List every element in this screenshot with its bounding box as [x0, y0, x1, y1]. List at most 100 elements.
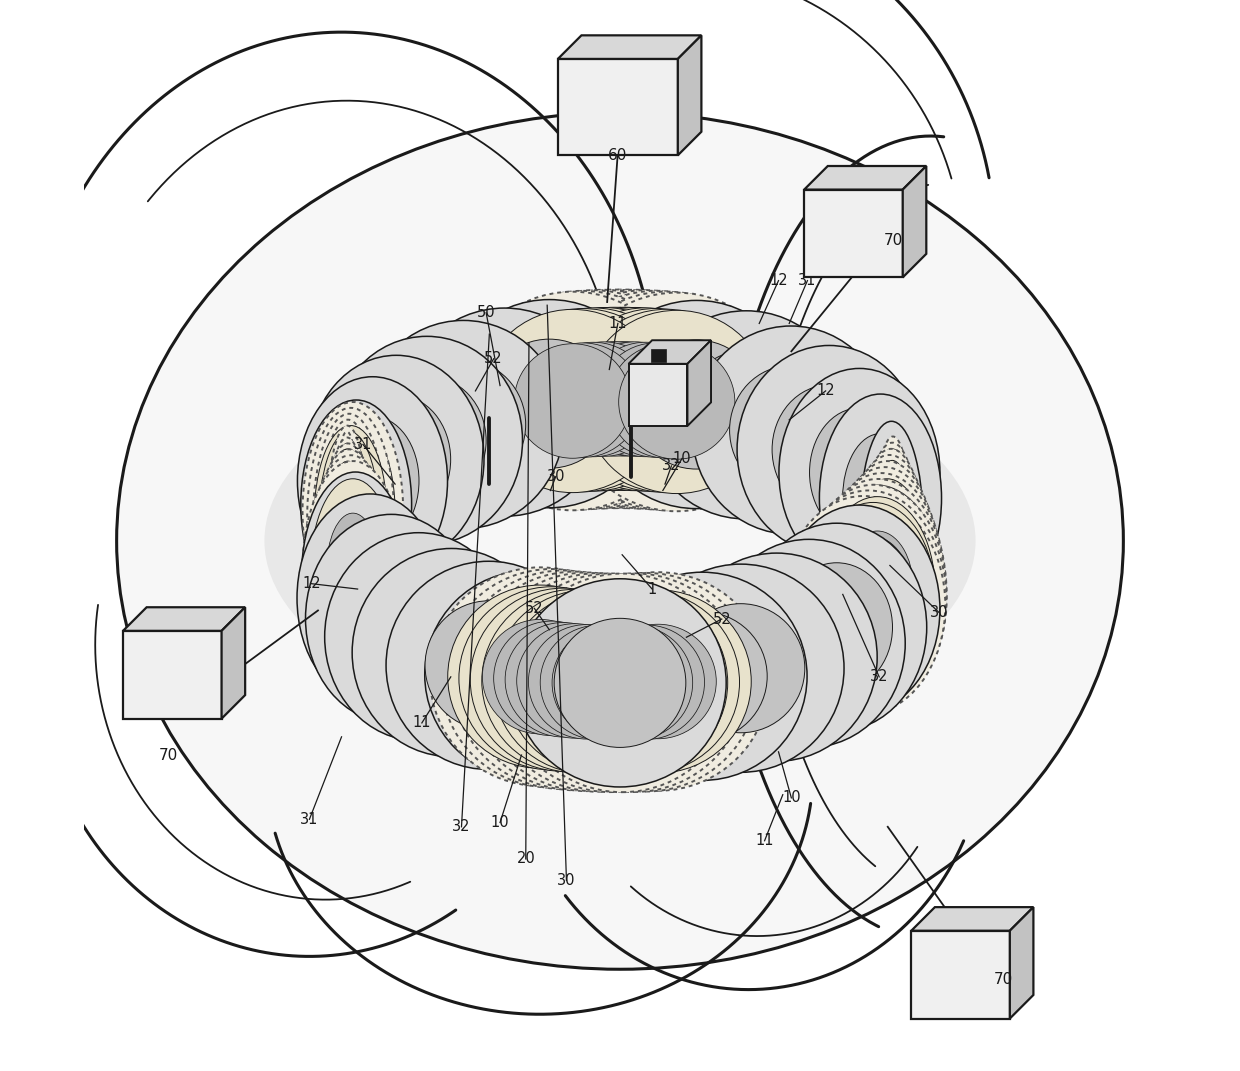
Text: 12: 12: [303, 576, 321, 591]
Polygon shape: [222, 607, 246, 719]
Ellipse shape: [573, 310, 760, 493]
Ellipse shape: [332, 496, 363, 610]
Ellipse shape: [511, 574, 734, 793]
Ellipse shape: [577, 342, 693, 456]
Ellipse shape: [319, 443, 377, 662]
Ellipse shape: [600, 624, 717, 739]
Ellipse shape: [500, 307, 687, 492]
Ellipse shape: [564, 590, 751, 773]
Polygon shape: [629, 341, 711, 364]
Ellipse shape: [448, 585, 632, 768]
Ellipse shape: [401, 308, 608, 516]
Ellipse shape: [843, 434, 919, 562]
Ellipse shape: [322, 512, 389, 640]
Ellipse shape: [800, 485, 946, 704]
Ellipse shape: [464, 572, 686, 790]
Ellipse shape: [864, 449, 920, 658]
Ellipse shape: [303, 402, 403, 620]
Ellipse shape: [326, 513, 379, 628]
Ellipse shape: [117, 112, 1123, 969]
Ellipse shape: [327, 459, 373, 574]
Ellipse shape: [308, 455, 394, 674]
Ellipse shape: [578, 335, 709, 464]
Ellipse shape: [471, 291, 694, 510]
Text: 30: 30: [557, 873, 575, 888]
Ellipse shape: [492, 290, 715, 509]
Text: 20: 20: [516, 851, 536, 866]
Ellipse shape: [523, 290, 746, 509]
Ellipse shape: [567, 342, 683, 456]
Ellipse shape: [609, 344, 724, 458]
Ellipse shape: [319, 467, 379, 650]
Ellipse shape: [517, 591, 704, 774]
Text: 31: 31: [799, 273, 817, 288]
Ellipse shape: [461, 291, 683, 510]
Polygon shape: [911, 907, 1033, 931]
Ellipse shape: [322, 439, 391, 569]
Text: 31: 31: [300, 812, 319, 827]
Ellipse shape: [773, 386, 887, 514]
Ellipse shape: [821, 548, 906, 663]
Text: 70: 70: [993, 972, 1013, 987]
Ellipse shape: [301, 472, 409, 680]
Ellipse shape: [541, 591, 728, 774]
Polygon shape: [651, 349, 666, 362]
Ellipse shape: [327, 508, 373, 622]
Ellipse shape: [301, 399, 412, 608]
Ellipse shape: [791, 491, 946, 709]
Polygon shape: [558, 59, 678, 155]
Ellipse shape: [837, 462, 937, 680]
Text: 11: 11: [755, 833, 774, 848]
Ellipse shape: [873, 501, 910, 616]
Ellipse shape: [386, 561, 591, 769]
Text: 50: 50: [477, 305, 496, 320]
Ellipse shape: [444, 300, 655, 508]
Ellipse shape: [842, 531, 914, 646]
Ellipse shape: [361, 572, 477, 702]
Ellipse shape: [565, 292, 787, 511]
Ellipse shape: [553, 590, 739, 774]
Ellipse shape: [330, 443, 365, 627]
Ellipse shape: [507, 616, 639, 745]
Ellipse shape: [810, 545, 909, 674]
Ellipse shape: [505, 622, 621, 737]
Ellipse shape: [502, 289, 725, 508]
Ellipse shape: [515, 344, 631, 458]
Ellipse shape: [331, 464, 366, 593]
Ellipse shape: [311, 479, 396, 662]
Ellipse shape: [714, 592, 839, 722]
Text: 10: 10: [673, 451, 692, 466]
Ellipse shape: [564, 625, 681, 740]
Ellipse shape: [319, 420, 377, 638]
Ellipse shape: [330, 501, 368, 616]
Ellipse shape: [844, 479, 929, 662]
Ellipse shape: [470, 588, 656, 771]
Ellipse shape: [596, 617, 727, 745]
Ellipse shape: [305, 514, 477, 723]
Ellipse shape: [312, 413, 386, 632]
Ellipse shape: [619, 345, 735, 459]
Text: 1: 1: [647, 582, 657, 597]
Ellipse shape: [521, 307, 708, 491]
Ellipse shape: [575, 625, 693, 740]
Ellipse shape: [482, 619, 598, 734]
Text: 52: 52: [713, 612, 732, 627]
Ellipse shape: [339, 554, 444, 683]
Ellipse shape: [523, 573, 745, 791]
Ellipse shape: [867, 507, 911, 621]
Ellipse shape: [781, 496, 945, 714]
Ellipse shape: [544, 291, 768, 510]
Ellipse shape: [511, 307, 697, 491]
Ellipse shape: [326, 437, 368, 657]
Ellipse shape: [781, 562, 893, 692]
Ellipse shape: [588, 625, 704, 739]
Ellipse shape: [494, 621, 610, 736]
Ellipse shape: [547, 572, 769, 790]
Ellipse shape: [340, 484, 353, 598]
Ellipse shape: [598, 572, 807, 781]
Ellipse shape: [466, 576, 678, 785]
Ellipse shape: [531, 335, 662, 464]
Ellipse shape: [331, 336, 522, 544]
Ellipse shape: [588, 343, 704, 456]
Ellipse shape: [363, 320, 564, 529]
